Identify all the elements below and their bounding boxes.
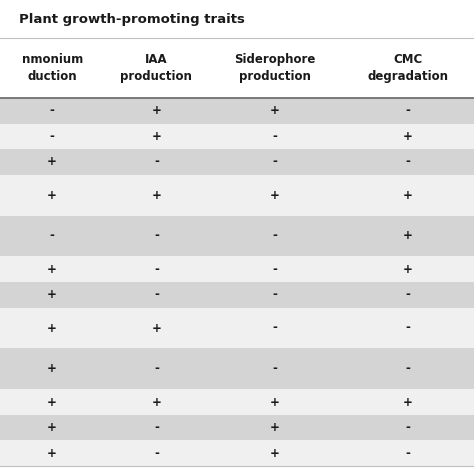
Text: -: - [405,447,410,460]
Text: +: + [47,189,57,201]
Text: -: - [273,155,277,168]
Text: +: + [152,130,161,143]
Text: +: + [47,421,57,434]
Text: -: - [273,288,277,301]
Text: -: - [405,104,410,117]
Text: +: + [47,155,57,168]
Text: +: + [152,321,161,335]
Text: +: + [152,104,161,117]
Bar [0,282,474,308]
Text: nmonium
duction: nmonium duction [21,53,83,83]
Bar [0,216,474,256]
Bar [0,389,474,415]
Text: -: - [273,229,277,243]
Text: +: + [152,396,161,409]
Text: +: + [270,421,280,434]
Text: +: + [47,263,57,276]
Text: -: - [273,363,277,375]
Text: +: + [47,363,57,375]
Bar [0,256,474,282]
Text: +: + [47,396,57,409]
Text: +: + [270,189,280,201]
Text: -: - [154,363,159,375]
Text: +: + [403,130,412,143]
Bar [0,440,474,466]
Text: -: - [273,130,277,143]
Bar [0,415,474,440]
Text: -: - [154,155,159,168]
Text: +: + [270,396,280,409]
Text: -: - [273,263,277,276]
Text: CMC
degradation: CMC degradation [367,53,448,83]
Text: +: + [47,288,57,301]
Bar [0,174,474,216]
Text: -: - [405,155,410,168]
Text: -: - [50,229,55,243]
Bar [0,0,474,38]
Text: Siderophore
production: Siderophore production [234,53,316,83]
Text: +: + [403,189,412,201]
Text: -: - [154,288,159,301]
Text: +: + [152,189,161,201]
Bar [0,38,474,98]
Text: +: + [270,447,280,460]
Text: -: - [405,288,410,301]
Text: -: - [154,421,159,434]
Text: Plant growth-promoting traits: Plant growth-promoting traits [19,12,245,26]
Bar [0,98,474,124]
Text: IAA
production: IAA production [120,53,192,83]
Text: -: - [154,447,159,460]
Text: -: - [405,363,410,375]
Bar [0,149,474,174]
Text: -: - [50,104,55,117]
Text: -: - [50,130,55,143]
Text: +: + [403,396,412,409]
Text: +: + [403,263,412,276]
Text: -: - [405,321,410,335]
Bar [0,308,474,348]
Text: -: - [154,229,159,243]
Text: -: - [405,421,410,434]
Text: +: + [403,229,412,243]
Text: -: - [154,263,159,276]
Text: +: + [270,104,280,117]
Bar [0,124,474,149]
Text: +: + [47,321,57,335]
Text: -: - [273,321,277,335]
Bar [0,348,474,389]
Text: +: + [47,447,57,460]
